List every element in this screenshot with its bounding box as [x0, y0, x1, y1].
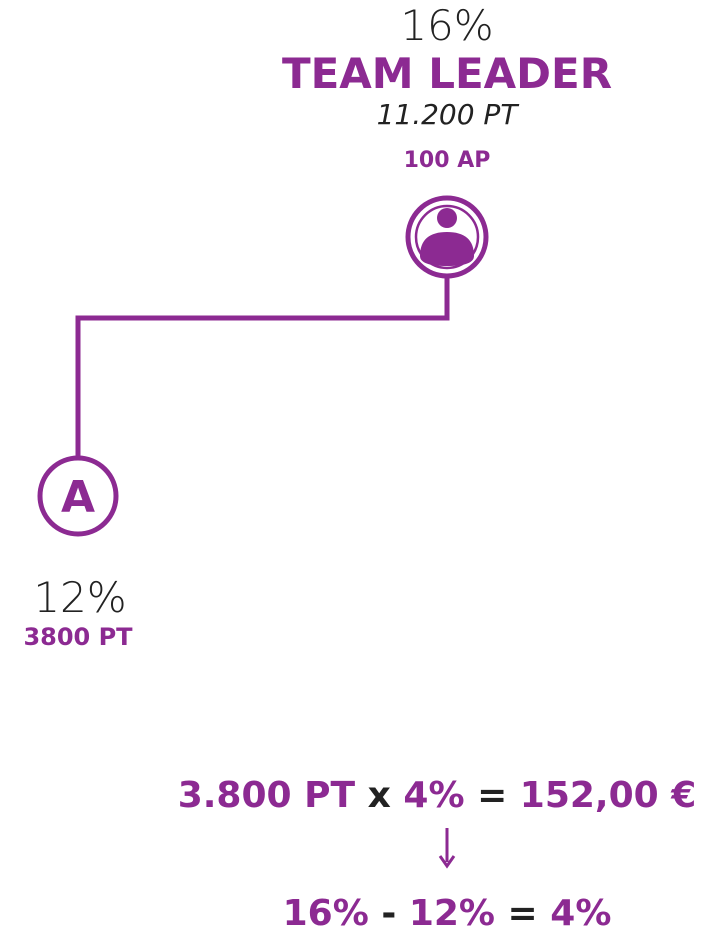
difference-part: 4%: [550, 893, 611, 929]
node-a-icon: A: [37, 455, 119, 537]
person-icon: [405, 195, 489, 279]
formula-part: 4%: [403, 775, 464, 816]
difference-part: 16%: [283, 893, 369, 929]
top-points: 11.200 PT: [377, 98, 520, 131]
connector-line: [75, 277, 450, 457]
down-arrow: [438, 828, 456, 869]
formula-part: =: [477, 775, 507, 816]
formula-part: 3.800 PT: [178, 775, 356, 816]
difference: 16% - 12% = 4%: [283, 893, 612, 929]
difference-part: =: [508, 893, 538, 929]
formula: 3.800 PT x 4% = 152,00 €: [178, 775, 697, 816]
difference-part: -: [381, 893, 396, 929]
difference-part: 12%: [409, 893, 495, 929]
formula-part: x: [368, 775, 391, 816]
top-title: TEAM LEADER: [282, 49, 612, 98]
top-percent: 16%: [400, 1, 493, 50]
top-ap: 100 AP: [404, 148, 491, 173]
a-percent: 12%: [33, 573, 126, 622]
node-a-label: A: [61, 472, 95, 523]
formula-part: 152,00 €: [520, 775, 697, 816]
a-points: 3800 PT: [23, 623, 133, 651]
